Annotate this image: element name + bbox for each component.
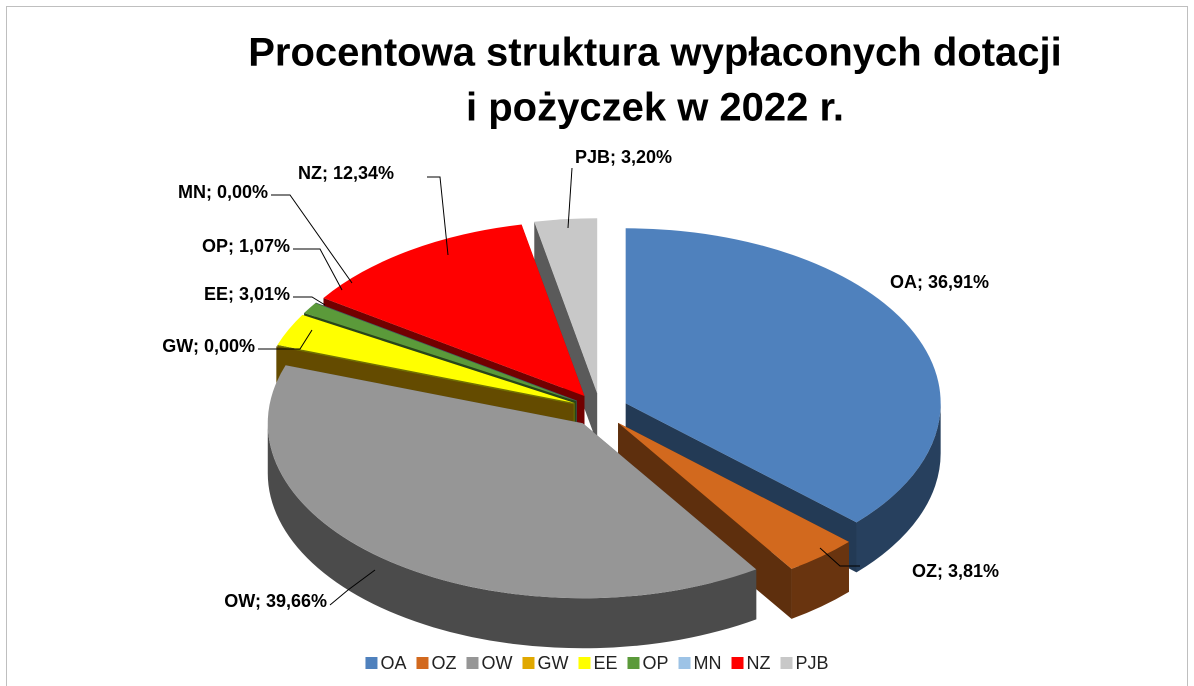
legend-label: OP <box>643 653 669 673</box>
legend-label: OW <box>481 653 512 673</box>
data-label: NZ; 12,34% <box>298 163 394 183</box>
data-label: PJB; 3,20% <box>575 147 672 167</box>
leader-line <box>427 176 449 256</box>
chart-title: Procentowa struktura wypłaconych dotacji <box>248 31 1062 75</box>
legend-label: EE <box>593 653 617 673</box>
slice-top <box>625 228 941 523</box>
legend-swatch <box>522 657 535 669</box>
legend-swatch <box>780 657 793 669</box>
slice-side <box>856 403 941 573</box>
data-label: OZ; 3,81% <box>912 561 999 581</box>
leader-line <box>567 167 573 229</box>
legend-swatch <box>578 657 591 669</box>
slice-top <box>267 365 757 599</box>
leader-line <box>271 194 353 284</box>
slice <box>267 365 757 649</box>
leader-line <box>329 569 376 606</box>
slice-top <box>277 314 575 403</box>
legend-label: MN <box>694 653 722 673</box>
slice-top <box>304 303 577 402</box>
legend-swatch <box>731 657 744 669</box>
data-label: OW; 39,66% <box>224 591 327 611</box>
slice-side <box>267 423 757 649</box>
data-label: EE; 3,01% <box>204 284 290 304</box>
chart-subtitle: i pożyczek w 2022 r. <box>466 86 844 130</box>
legend-swatch <box>678 657 691 669</box>
legend-label: NZ <box>747 653 771 673</box>
leader-line <box>293 248 343 291</box>
leader-line <box>258 329 313 350</box>
legend-label: OZ <box>431 653 456 673</box>
slice-top <box>276 346 574 405</box>
legend-swatch <box>365 657 378 669</box>
data-label: GW; 0,00% <box>162 336 255 356</box>
legend-label: OA <box>380 653 406 673</box>
slice-top <box>618 422 849 569</box>
slice-top <box>534 218 598 394</box>
data-label: OP; 1,07% <box>202 236 290 256</box>
data-label: OA; 36,91% <box>890 272 989 292</box>
legend-label: PJB <box>796 653 829 673</box>
leader-line <box>819 547 860 567</box>
leader-line <box>293 296 326 306</box>
pie <box>267 218 941 649</box>
legend-label: GW <box>537 653 568 673</box>
slice-top <box>323 224 585 397</box>
legend-swatch <box>416 657 429 669</box>
slice-top <box>315 302 577 401</box>
data-label: MN; 0,00% <box>178 182 268 202</box>
legend: OA OZ OW GW EE OP MN NZ PJB <box>365 653 829 673</box>
legend-swatch <box>466 657 479 669</box>
legend-swatch <box>627 657 640 669</box>
